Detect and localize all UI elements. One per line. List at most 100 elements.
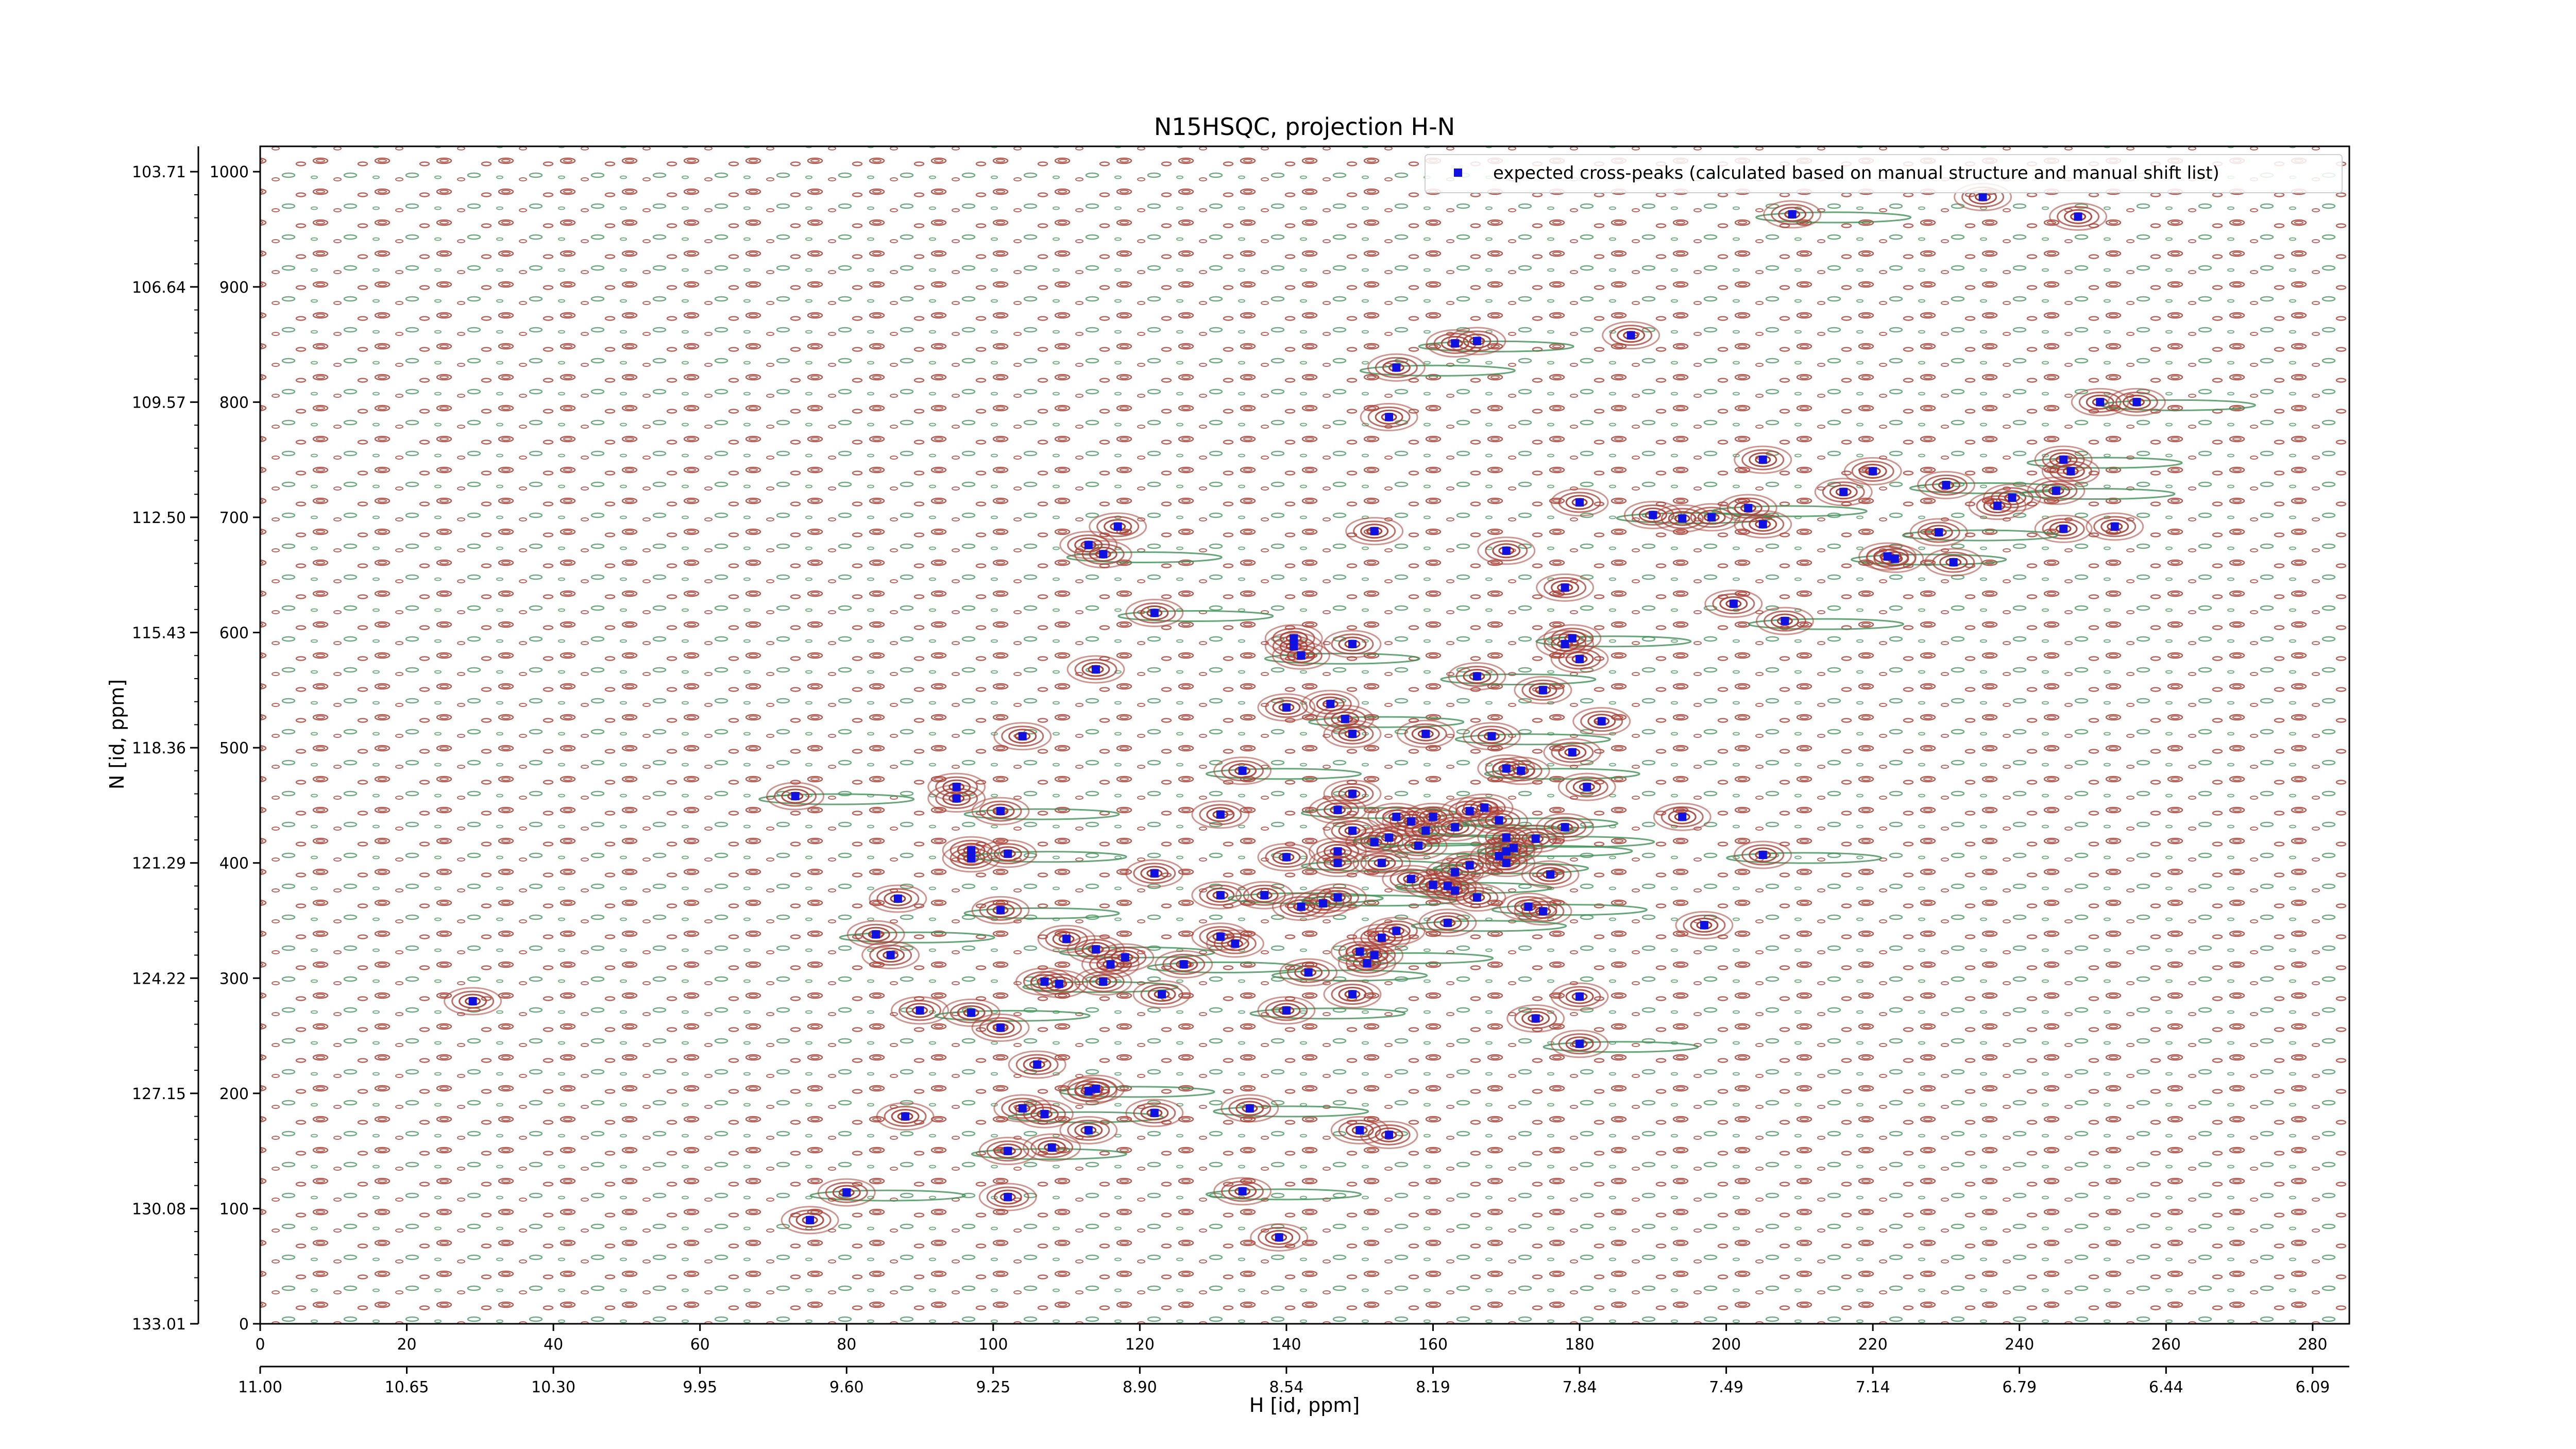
cross-peak-marker <box>901 1112 910 1121</box>
y-ppm-tick-label: 103.71 <box>132 163 186 181</box>
cross-peak-marker <box>1472 336 1481 345</box>
negative-contour <box>1007 1111 1164 1123</box>
positive-contour <box>1279 958 1338 987</box>
legend: expected cross-peaks (calculated based o… <box>1425 154 2343 193</box>
cross-peak-marker <box>1092 945 1100 954</box>
cross-peak-marker <box>1385 413 1394 422</box>
positive-contour <box>1030 1137 1074 1158</box>
positive-contour <box>1668 511 1697 526</box>
positive-contour <box>1485 540 1528 562</box>
cross-peak-marker <box>1099 977 1108 986</box>
negative-contour <box>1337 952 1494 965</box>
positive-contour <box>993 846 1022 862</box>
positive-contour <box>2100 519 2129 534</box>
legend-entry: expected cross-peaks (calculated based o… <box>1493 163 2219 183</box>
positive-contour <box>1565 989 1594 1004</box>
positive-contour <box>1558 986 1601 1007</box>
cross-peak-marker <box>1443 882 1452 890</box>
cross-peak-marker <box>1216 932 1225 941</box>
cross-peak-marker <box>1348 789 1357 798</box>
y-index-tick-label: 700 <box>219 509 249 527</box>
y-index-tick-label: 900 <box>219 279 249 297</box>
x-index-tick-label: 140 <box>1272 1336 1301 1354</box>
positive-contour <box>1199 926 1242 948</box>
negative-contour <box>1726 852 1883 864</box>
x-index-tick-label: 220 <box>1858 1336 1888 1354</box>
cross-peak-marker <box>1348 827 1357 835</box>
cross-peak-marker <box>1429 813 1437 821</box>
positive-contour <box>1463 333 1492 349</box>
positive-contour <box>1066 935 1125 964</box>
positive-contour <box>1939 554 1968 570</box>
positive-contour <box>817 1178 876 1207</box>
cross-peak-marker <box>1392 926 1401 935</box>
positive-contour <box>1074 1083 1103 1099</box>
cross-peak-marker <box>1729 599 1738 608</box>
cross-peak-marker <box>1084 1087 1093 1096</box>
positive-contour <box>1059 1116 1118 1144</box>
positive-contour <box>1536 630 1595 659</box>
positive-contour <box>1565 776 1608 798</box>
positive-contour <box>1440 819 1469 835</box>
positive-contour <box>2027 477 2086 506</box>
x-index-tick-label: 60 <box>690 1336 710 1354</box>
cross-peak-marker <box>1502 847 1511 856</box>
positive-contour <box>1822 481 1865 503</box>
cross-peak-marker <box>1392 813 1401 821</box>
positive-contour <box>1030 969 1089 998</box>
positive-contour <box>1690 507 1733 528</box>
y-index-tick-label: 200 <box>219 1085 249 1103</box>
positive-contour <box>1638 507 1667 523</box>
positive-contour <box>2042 518 2085 540</box>
cross-peak-marker <box>1355 1126 1364 1135</box>
positive-contour <box>1492 756 1550 785</box>
y-index-tick-label: 100 <box>219 1200 249 1218</box>
positive-contour <box>1866 544 1924 573</box>
cross-peak-marker <box>468 997 477 1005</box>
cross-peak-marker <box>1561 639 1569 648</box>
cross-peak-marker <box>2059 525 2068 533</box>
cross-peak-marker <box>1348 730 1357 738</box>
positive-contour <box>1734 500 1762 516</box>
cross-peak-marker <box>1890 554 1899 563</box>
cross-peak-marker <box>1304 968 1313 977</box>
cross-peak-marker <box>967 1008 976 1017</box>
positive-contour <box>986 1020 1015 1035</box>
positive-contour <box>1382 923 1411 939</box>
cross-peak-marker <box>952 783 961 791</box>
cross-peak-marker <box>1275 1233 1283 1242</box>
negative-contour <box>1851 553 2007 566</box>
positive-contour <box>1287 962 1330 983</box>
plot-frame <box>259 145 2350 1325</box>
cross-peak-marker <box>1290 634 1298 643</box>
positive-contour <box>1067 1080 1110 1102</box>
positive-contour <box>1338 987 1367 1002</box>
negative-contour <box>1902 529 2058 542</box>
positive-contour <box>1331 711 1360 727</box>
x-index-tick-label: 240 <box>2005 1336 2034 1354</box>
cross-peak-marker <box>1451 823 1460 832</box>
positive-contour <box>1778 207 1807 222</box>
positive-contour <box>2049 521 2078 536</box>
positive-contour <box>1617 328 1646 343</box>
positive-contour <box>978 1183 1037 1211</box>
cross-peak-marker <box>1707 513 1716 521</box>
cross-peak-marker <box>967 846 976 855</box>
positive-contour <box>1257 843 1316 871</box>
y-ppm-tick-label: 133.01 <box>132 1316 186 1334</box>
y-index-tick-label: 300 <box>219 970 249 988</box>
cross-peak-marker <box>1370 527 1379 535</box>
positive-contour <box>1213 933 1257 954</box>
positive-contour <box>1316 887 1360 908</box>
positive-contour <box>1536 867 1565 882</box>
positive-contour <box>1712 593 1755 615</box>
positive-contour <box>1873 548 1917 569</box>
cross-peak-marker <box>1935 528 1943 536</box>
cross-peak-marker <box>996 807 1005 816</box>
cross-peak-marker <box>1084 541 1093 549</box>
cross-peak-marker <box>2066 467 2075 476</box>
cross-peak-marker <box>1106 960 1115 969</box>
cross-peak-marker <box>1575 992 1584 1001</box>
cross-peak-marker <box>1451 886 1460 895</box>
negative-contour <box>1711 505 1868 517</box>
